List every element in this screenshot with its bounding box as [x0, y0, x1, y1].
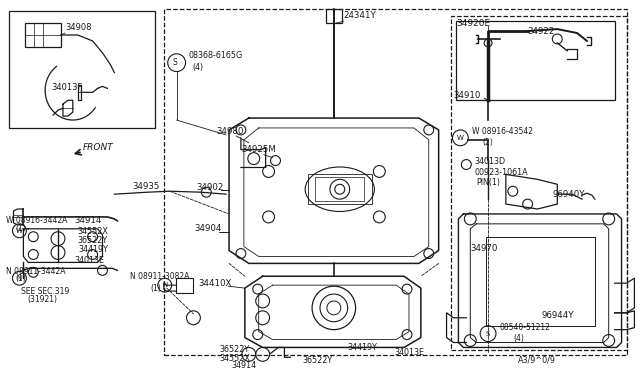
- Bar: [164, 9, 627, 355]
- Text: N 08911-3082A: N 08911-3082A: [130, 272, 189, 281]
- Text: 36522Y: 36522Y: [78, 236, 108, 245]
- Text: 34552X: 34552X: [78, 227, 109, 236]
- Bar: [486, 237, 595, 326]
- Text: 34908: 34908: [65, 23, 92, 32]
- Text: 34902: 34902: [196, 183, 224, 192]
- Bar: [456, 21, 614, 100]
- Text: 34920E: 34920E: [456, 19, 491, 28]
- Bar: [326, 9, 342, 23]
- Text: FRONT: FRONT: [83, 143, 113, 152]
- Text: 34419Y: 34419Y: [79, 245, 109, 254]
- Text: 34910: 34910: [454, 91, 481, 100]
- Text: PIN(1): PIN(1): [476, 178, 500, 187]
- Text: W: W: [457, 135, 464, 141]
- Text: W 08916-43542: W 08916-43542: [472, 127, 533, 137]
- Text: 36522Y: 36522Y: [219, 345, 249, 354]
- Text: 08540-51212: 08540-51212: [500, 323, 551, 332]
- Text: (4): (4): [193, 63, 204, 72]
- Text: (1): (1): [15, 274, 26, 283]
- Text: 24341Y: 24341Y: [344, 11, 376, 20]
- Text: 34013D: 34013D: [474, 157, 506, 166]
- Text: W 08916-3442A: W 08916-3442A: [6, 217, 67, 225]
- Text: 08368-6165G: 08368-6165G: [189, 51, 243, 60]
- Text: 34935: 34935: [132, 182, 159, 191]
- Text: W: W: [16, 228, 23, 234]
- Text: 96944Y: 96944Y: [541, 311, 574, 320]
- Text: 34552X: 34552X: [219, 354, 250, 363]
- Text: N: N: [17, 275, 22, 281]
- Text: (1): (1): [15, 224, 26, 233]
- Text: N: N: [162, 282, 168, 288]
- Text: 34410X: 34410X: [198, 279, 232, 288]
- Text: 00923-1061A: 00923-1061A: [474, 168, 528, 177]
- Text: 34980: 34980: [216, 127, 244, 137]
- Text: 36522Y: 36522Y: [302, 356, 332, 365]
- Text: 34970: 34970: [470, 244, 498, 253]
- Text: (1): (1): [150, 283, 161, 293]
- Text: 34904: 34904: [195, 224, 222, 233]
- Bar: [315, 177, 365, 201]
- Text: 34914: 34914: [75, 217, 102, 225]
- Text: 34419Y: 34419Y: [348, 343, 378, 352]
- Text: 34925M: 34925M: [241, 145, 276, 154]
- Text: S: S: [486, 331, 490, 337]
- Text: 34914: 34914: [231, 361, 256, 370]
- Text: (4): (4): [514, 334, 525, 343]
- Bar: [8, 11, 155, 128]
- Text: (2): (2): [482, 138, 493, 147]
- Text: 34013E: 34013E: [394, 348, 424, 357]
- Bar: [451, 16, 627, 350]
- Text: N 08911-3442A: N 08911-3442A: [6, 267, 65, 276]
- Text: SEE SEC.319: SEE SEC.319: [21, 286, 70, 296]
- Bar: [26, 23, 61, 47]
- Bar: [175, 278, 193, 293]
- Text: 34013E: 34013E: [75, 256, 105, 265]
- Text: 96940Y: 96940Y: [552, 190, 585, 199]
- Text: S: S: [172, 58, 177, 67]
- Bar: [308, 174, 372, 204]
- Text: 34922: 34922: [527, 26, 555, 36]
- Text: A3/9^0/9: A3/9^0/9: [518, 356, 556, 365]
- Text: (31921): (31921): [28, 295, 58, 304]
- Text: 34013F: 34013F: [51, 83, 83, 92]
